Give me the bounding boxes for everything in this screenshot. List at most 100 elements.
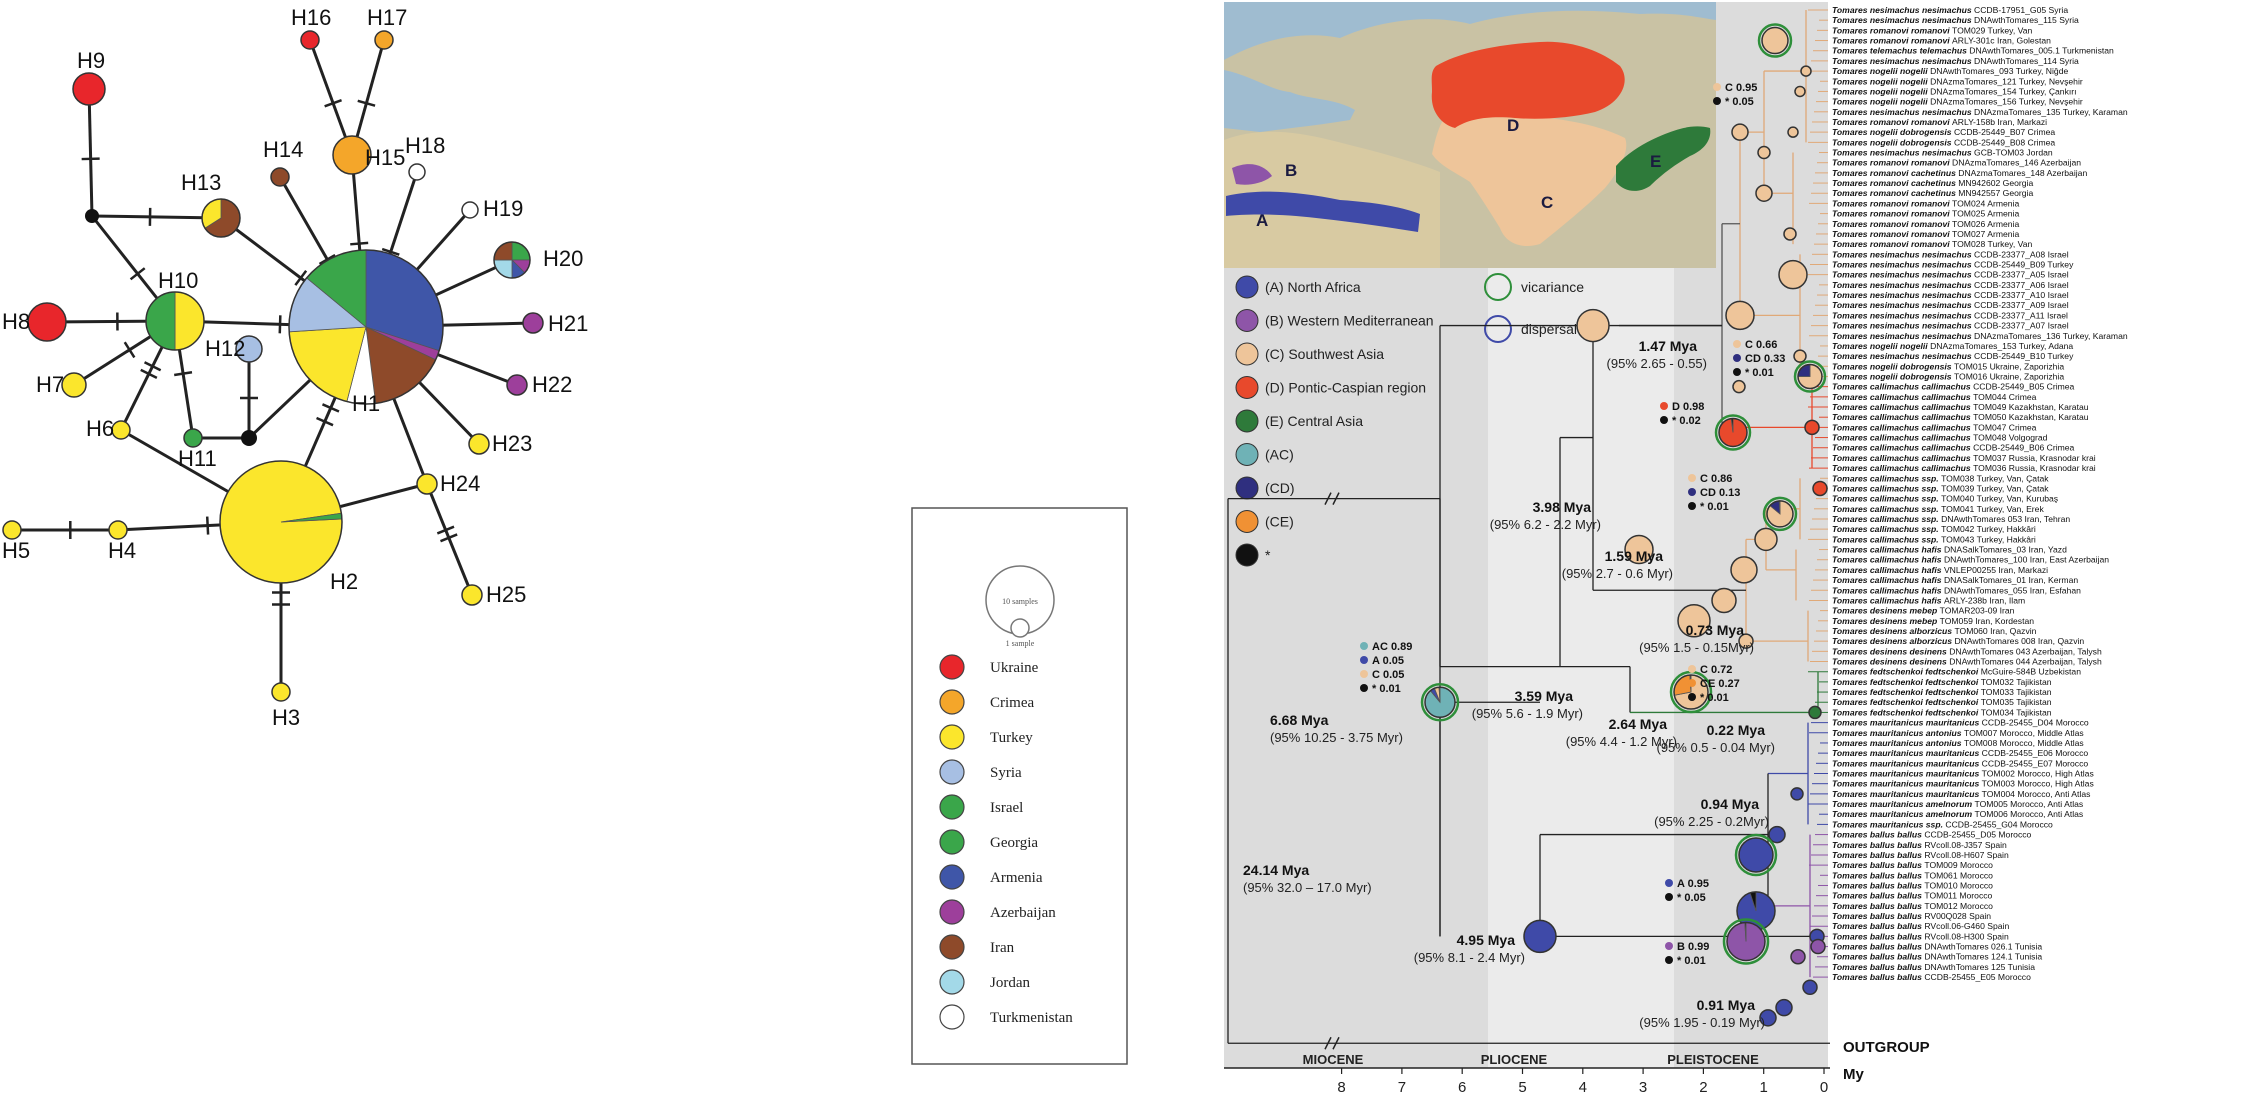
area-legend-swatch [1235, 275, 1259, 299]
node-age-label: 4.95 Mya [1457, 932, 1516, 948]
taxon-label: Tomares nesimachus nesimachus CCDB-25449… [1832, 260, 2074, 270]
legend-label: Turkmenistan [990, 1010, 1073, 1026]
legend-swatch [939, 899, 965, 925]
probability-label: * 0.01 [1700, 501, 1729, 513]
node-ci-label: (95% 2.7 - 0.6 Myr) [1562, 566, 1673, 581]
vicariance-ring [1714, 414, 1752, 451]
haplotype-node [461, 584, 483, 606]
probability-label: * 0.05 [1725, 96, 1754, 108]
taxon-label: Tomares nogelii nogelii DNAwthTomares_09… [1832, 66, 2068, 76]
pie-outline [201, 198, 241, 238]
haplotype-node [374, 30, 394, 50]
taxon-label: Tomares callimachus ssp. TOM041 Turkey, … [1832, 504, 2044, 514]
taxon-label: Tomares callimachus ssp. TOM040 Turkey, … [1832, 494, 2058, 504]
mutation-tick [129, 267, 146, 281]
pie-slice [174, 291, 205, 351]
axis-tick-label: 7 [1398, 1079, 1406, 1096]
taxon-label: Tomares desinens alborzicus DNAwthTomare… [1832, 636, 2084, 646]
probability-dot [1665, 956, 1673, 964]
node-age-label: 0.94 Mya [1701, 796, 1760, 812]
taxon-label: Tomares callimachus hafis ARLY-238b Iran… [1832, 595, 2025, 605]
tree-node-pie [1711, 587, 1737, 614]
pie-outline [219, 460, 343, 584]
probability-label: CD 0.33 [1745, 353, 1785, 365]
haplotype-label: H17 [367, 5, 407, 30]
tree-taxa: Tomares nesimachus nesimachus CCDB-17951… [1832, 5, 2128, 982]
probability-dot [1733, 354, 1741, 362]
haplotype-node [145, 291, 205, 351]
tree-node-pie [1757, 145, 1771, 160]
pie-slice [1768, 825, 1786, 844]
pie-slice [1790, 948, 1806, 965]
legend-label: Armenia [990, 870, 1043, 886]
axis-tick-label: 4 [1579, 1079, 1587, 1096]
taxon-label: Tomares mauritanicus mauritanicus CCDB-2… [1832, 718, 2089, 728]
tree-node-pie [1624, 534, 1654, 565]
probability-dot [1360, 656, 1368, 664]
haplotype-node [183, 428, 203, 448]
pie-slice [1800, 65, 1812, 77]
mutation-tick [357, 99, 376, 107]
tree-node-pie [1673, 674, 1709, 710]
tree-node-pie [1726, 921, 1766, 962]
haplotype-node [72, 72, 106, 106]
probability-dot [1688, 693, 1696, 701]
area-legend-swatch [1235, 342, 1259, 366]
legend-label: Israel [990, 800, 1023, 816]
haplotype-node [332, 135, 372, 175]
probability-label: * 0.05 [1677, 892, 1706, 904]
legend-swatch [939, 934, 965, 960]
pie-slice [1757, 145, 1771, 160]
taxon-label: Tomares ballus ballus TOM009 Morocco [1832, 860, 1993, 870]
pie-slice [108, 520, 128, 540]
haplotype-label: H11 [178, 446, 217, 471]
haplotype-label: H13 [181, 170, 221, 195]
tree-node-pie [1790, 787, 1804, 801]
tree-branches [1227, 9, 1830, 1050]
map-label-B: B [1285, 161, 1297, 180]
taxon-label: Tomares nesimachus nesimachus CCDB-23377… [1832, 310, 2068, 320]
mutation-tick [143, 361, 162, 372]
tree-node-pie [1738, 837, 1774, 873]
node-ci-label: (95% 32.0 – 17.0 Myr) [1243, 880, 1372, 895]
haplotype-label: H24 [440, 471, 480, 496]
network-edge [308, 39, 354, 156]
taxon-label: Tomares fedtschenkoi fedtschenkoi TOM033… [1832, 687, 2052, 697]
probability-dot [1660, 416, 1668, 424]
taxon-label: Tomares callimachus hafis DNASalkTomares… [1832, 545, 2067, 555]
haplotype-label: H5 [2, 538, 30, 563]
taxon-label: Tomares nesimachus nesimachus CCDB-23377… [1832, 280, 2069, 290]
taxon-label: Tomares mauritanicus mauritanicus TOM004… [1832, 789, 2090, 799]
taxon-label: Tomares callimachus callimachus CCDB-254… [1832, 443, 2075, 453]
pie-slice [1808, 705, 1822, 720]
haplotype-label: H25 [486, 582, 526, 607]
mutation-tick [350, 241, 369, 246]
area-legend-swatch [1235, 376, 1259, 399]
taxon-label: Tomares callimachus callimachus TOM037 R… [1832, 453, 2096, 463]
pie-slice [235, 335, 263, 363]
taxon-label: Tomares nesimachus nesimachus CCDB-23377… [1832, 290, 2069, 300]
axis-tick-label: 2 [1699, 1079, 1707, 1096]
probability-dot [1665, 879, 1673, 887]
area-legend-label: (A) North Africa [1265, 279, 1361, 295]
taxon-label: Tomares ballus ballus TOM010 Morocco [1832, 880, 1993, 890]
tree-node-pie [1800, 65, 1812, 77]
probability-dot [1733, 368, 1741, 376]
tree-node-pie [1523, 919, 1557, 954]
probability-label: A 0.95 [1677, 878, 1709, 890]
tree-node-pie [1732, 379, 1746, 394]
tree-node-pie [1797, 363, 1823, 390]
time-tree: (A) North Africa (B) Western Mediterranea… [1224, 2, 2128, 1096]
tree-node-pie [1804, 419, 1820, 436]
probability-label: CD 0.13 [1700, 487, 1740, 499]
area-legend-swatch [1235, 443, 1259, 466]
taxon-label: Tomares callimachus ssp. TOM042 Turkey, … [1832, 524, 2036, 534]
axis-break-mark [1332, 1036, 1340, 1050]
taxon-label: Tomares mauritanicus antonius TOM008 Mor… [1832, 738, 2084, 748]
pie-slice [506, 374, 528, 396]
probability-dot [1688, 665, 1696, 673]
pie-slice [1810, 938, 1826, 955]
tree-node-pies [1420, 23, 1828, 1027]
haplotype-label: H8 [2, 309, 30, 334]
pie-slice [1677, 604, 1711, 638]
